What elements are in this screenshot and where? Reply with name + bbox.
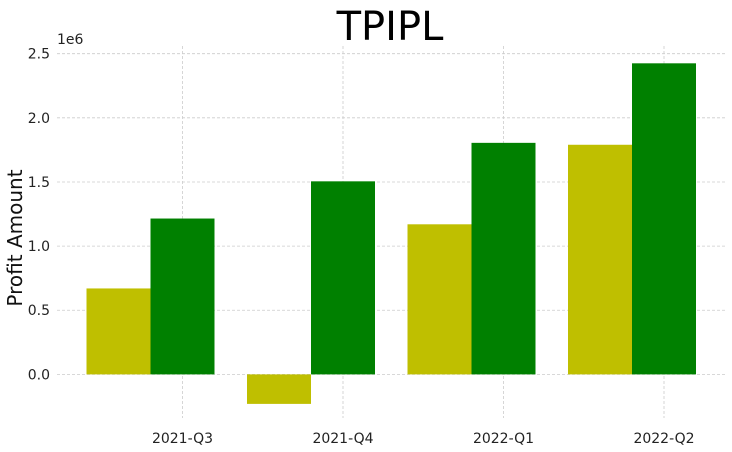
y-tick-label: 0.0 xyxy=(28,367,50,383)
x-tick-label: 2021-Q3 xyxy=(152,431,213,447)
bars xyxy=(86,63,696,404)
tick-labels: 0.0 0.5 1.0 1.5 2.0 2.5 2021-Q3 2021-Q4 2022-Q1 2… xyxy=(28,47,695,447)
y-tick-label: 2.0 xyxy=(28,111,50,127)
y-axis-label: Profit Amount xyxy=(3,169,27,306)
bar-series-2 xyxy=(632,63,696,375)
bar-series-1 xyxy=(86,288,151,375)
chart-title: TPIPL xyxy=(336,4,444,50)
x-tick-label: 2022-Q1 xyxy=(473,431,534,447)
x-tick-label: 2022-Q2 xyxy=(633,431,694,447)
x-tick-label: 2021-Q4 xyxy=(312,431,373,447)
y-tick-label: 1.0 xyxy=(28,239,50,255)
y-tick-label: 1.5 xyxy=(28,175,50,191)
bar-series-1 xyxy=(568,144,632,375)
bar-series-1 xyxy=(407,224,472,375)
y-tick-label: 0.5 xyxy=(28,303,50,319)
bar-series-2 xyxy=(150,218,215,375)
y-offset-text: 1e6 xyxy=(57,32,84,48)
y-tick-label: 2.5 xyxy=(28,47,50,63)
bar-series-2 xyxy=(311,181,375,375)
bar-series-1 xyxy=(247,374,311,404)
bar-series-2 xyxy=(471,142,536,375)
